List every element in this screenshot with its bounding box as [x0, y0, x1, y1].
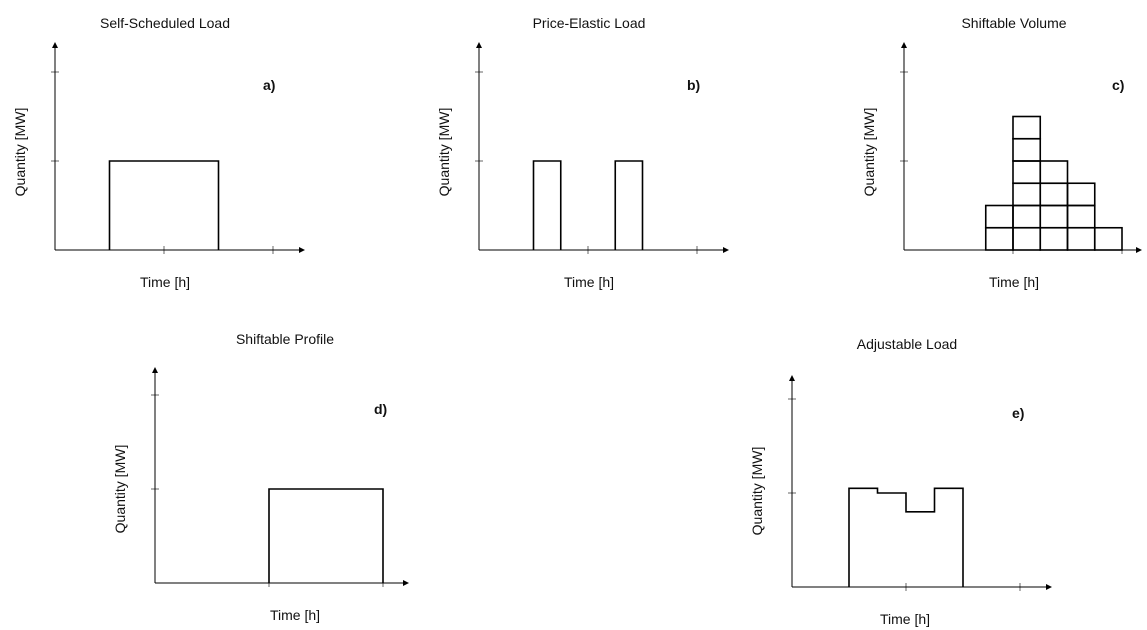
volume-block [1039, 182, 1069, 207]
y-axis-arrow-icon [789, 375, 795, 381]
volume-block [1012, 160, 1042, 185]
panel-title: Shiftable Volume [961, 15, 1066, 31]
load-profile [268, 488, 384, 583]
volume-block [1012, 204, 1042, 229]
x-axis-label: Time [h] [989, 274, 1039, 290]
load-block [108, 160, 220, 250]
load-block [614, 160, 644, 250]
x-axis-label: Time [h] [880, 611, 930, 627]
load-block [532, 160, 562, 250]
panel-tag: a) [263, 77, 275, 93]
axis-ticks [475, 71, 698, 254]
y-axis-label: Quantity [MW] [861, 108, 877, 197]
x-axis-arrow-icon [403, 580, 409, 586]
axis-ticks [151, 394, 384, 587]
load-block [268, 488, 384, 583]
axis-ticks [788, 398, 1021, 591]
panel-c: Shiftable Volume c) Quantity [MW] Time [… [861, 15, 1142, 290]
x-axis-label: Time [h] [270, 607, 320, 623]
x-axis-label: Time [h] [140, 274, 190, 290]
panel-a: Self-Scheduled Load a) Quantity [MW] Tim… [12, 15, 305, 290]
x-axis-arrow-icon [299, 247, 305, 253]
x-axis-arrow-icon [1136, 247, 1142, 253]
panel-tag: c) [1112, 77, 1124, 93]
panel-tag: e) [1012, 405, 1024, 421]
volume-block [984, 204, 1014, 229]
y-axis-arrow-icon [52, 42, 58, 48]
panel-title: Shiftable Profile [236, 331, 334, 347]
panel-title: Price-Elastic Load [533, 15, 646, 31]
y-axis-label: Quantity [MW] [749, 447, 765, 536]
panel-e: Adjustable Load e) Quantity [MW] Time [h… [749, 336, 1052, 627]
y-axis-label: Quantity [MW] [112, 445, 128, 534]
x-axis-arrow-icon [723, 247, 729, 253]
axis-ticks [51, 71, 274, 254]
volume-block [1066, 226, 1096, 251]
load-profile [848, 487, 964, 587]
y-axis-arrow-icon [476, 42, 482, 48]
volume-block [1012, 226, 1042, 251]
y-axis-label: Quantity [MW] [12, 108, 28, 197]
panel-title: Adjustable Load [857, 336, 957, 352]
load-profile [984, 115, 1123, 251]
x-axis-arrow-icon [1046, 584, 1052, 590]
axis-ticks [900, 71, 1123, 254]
load-profile [532, 160, 644, 250]
y-axis-arrow-icon [152, 367, 158, 373]
panel-d: Shiftable Profile d) Quantity [MW] Time … [112, 331, 409, 623]
volume-block [984, 226, 1014, 251]
panel-tag: b) [687, 77, 700, 93]
x-axis-label: Time [h] [564, 274, 614, 290]
panel-b: Price-Elastic Load b) Quantity [MW] Time… [436, 15, 729, 290]
volume-block [1012, 137, 1042, 162]
load-profile [108, 160, 220, 250]
volume-block [1012, 182, 1042, 207]
volume-block [1012, 115, 1042, 140]
panel-title: Self-Scheduled Load [100, 15, 230, 31]
y-axis-label: Quantity [MW] [436, 108, 452, 197]
volume-block [1066, 182, 1096, 207]
load-step-profile [848, 487, 964, 587]
volume-block [1039, 160, 1069, 185]
volume-block [1039, 226, 1069, 251]
volume-block [1039, 204, 1069, 229]
volume-block [1066, 204, 1096, 229]
panel-tag: d) [374, 401, 387, 417]
volume-block [1093, 226, 1123, 251]
y-axis-arrow-icon [901, 42, 907, 48]
